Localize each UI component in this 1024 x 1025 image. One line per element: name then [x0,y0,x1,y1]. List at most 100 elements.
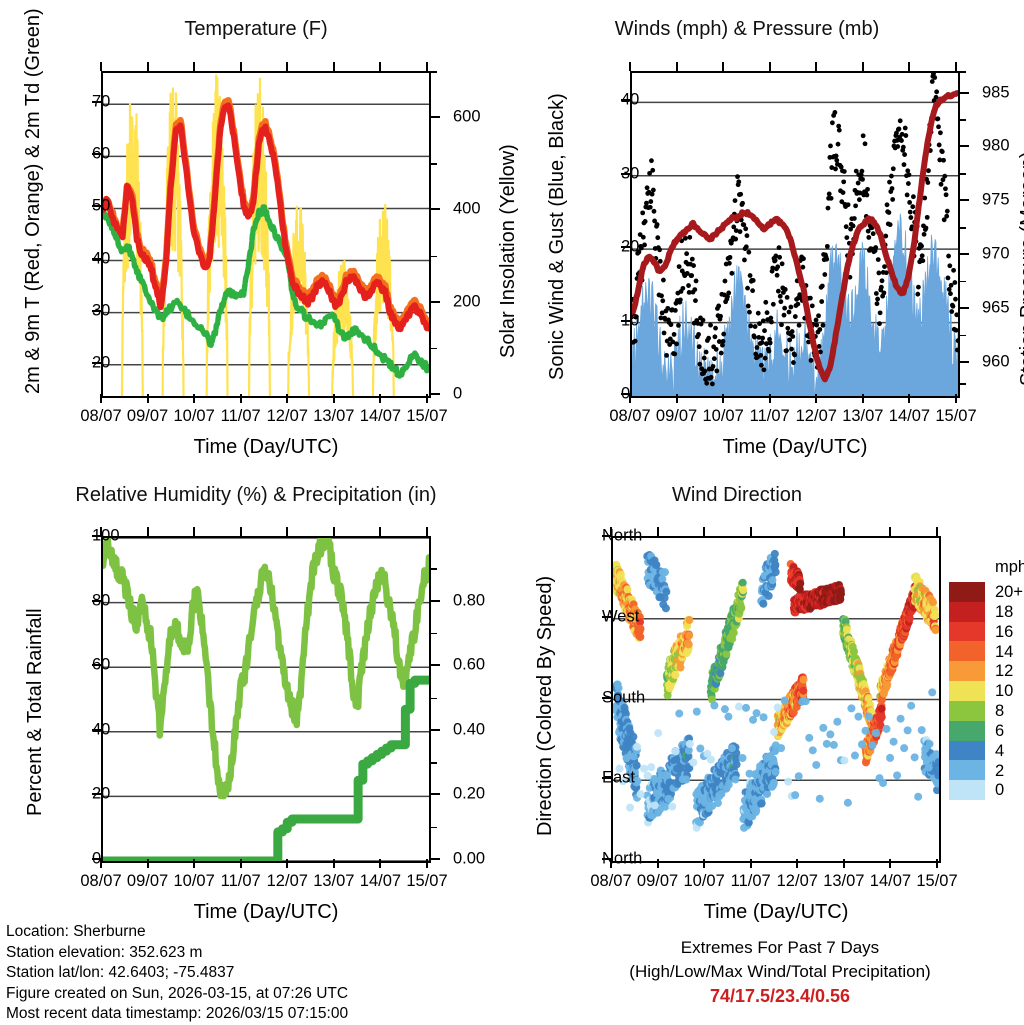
axis-tick-mark [332,859,335,868]
colorbar-label: 6 [995,721,1005,740]
station-info-footer: Location: Sherburne Station elevation: 35… [6,922,348,1025]
axis-tick-label: 15/07 [916,872,958,890]
axis-tick-mark [100,859,102,868]
colorbar-label: 20+ [995,583,1023,602]
axis-tick-mark [621,172,630,175]
axis-tick-label: 0.80 [453,591,486,610]
axis-tick-label: 600 [453,107,481,126]
colorbar-band [949,780,985,801]
axis-tick-label: 13/07 [842,407,884,425]
humidity-series-svg [103,538,429,861]
axis-tick-mark [431,599,440,602]
axis-tick-mark [749,527,752,536]
axis-tick-mark [379,394,382,403]
extremes-heading: Extremes For Past 7 Days [680,938,880,957]
axis-tick-label: 14/07 [869,872,912,890]
axis-minor-tick [431,762,437,764]
colorbar-band [949,760,985,781]
axis-tick-mark [286,62,289,71]
axis-tick-mark [286,859,289,868]
axis-tick-mark [602,858,611,860]
winds-xaxis-label: Time (Day/UTC) [722,436,868,458]
axis-tick-label: 09/07 [126,407,169,425]
axis-tick-mark [955,62,957,71]
axis-tick-label: 14/07 [359,872,402,890]
axis-tick-mark [621,99,630,102]
axis-tick-label: 11/07 [220,872,261,890]
axis-tick-mark [332,527,335,536]
panel-temperature-title: Temperature (F) [184,18,328,40]
humidity-xaxis-label: Time (Day/UTC) [193,901,339,923]
axis-minor-tick [960,280,966,283]
colorbar-label: 2 [995,761,1005,780]
axis-tick-mark [703,527,706,536]
winddirection-xaxis-label: Time (Day/UTC) [703,901,849,923]
temperature-series-svg [103,74,429,396]
axis-tick-mark [960,253,969,256]
axis-tick-mark [768,394,771,403]
axis-tick-mark [815,394,818,403]
extremes-subheading: (High/Low/Max Wind/Total Precipitation) [629,962,931,981]
axis-tick-mark [675,394,678,403]
axis-tick-mark [92,728,101,731]
axis-tick-mark [92,257,101,260]
axis-tick-label: 965 [982,298,1010,317]
winds-series-svg [632,73,958,396]
axis-tick-mark [960,199,969,202]
axis-minor-tick [960,334,966,337]
axis-tick-label: 08/07 [590,872,632,890]
axis-tick-label: 200 [453,292,481,311]
axis-tick-mark [92,858,101,860]
axis-tick-mark [656,859,659,868]
axis-tick-label: 13/07 [313,872,355,890]
axis-tick-mark [842,859,845,868]
axis-tick-label: 10/07 [173,872,215,890]
colorbar-band [949,681,985,702]
axis-tick-mark [602,615,611,618]
axis-minor-tick [431,697,437,699]
axis-tick-mark [842,527,845,536]
axis-tick-mark [92,205,101,208]
axis-tick-mark [960,360,969,363]
axis-tick-mark [239,859,242,868]
winds-yaxis-left-label: Sonic Wind & Gust (Blue, Black) [546,93,568,380]
footer-line: Most recent data timestamp: 2026/03/15 0… [6,1005,349,1022]
axis-tick-mark [955,394,957,403]
axis-minor-tick [431,568,437,570]
axis-tick-label: 15/07 [406,407,448,425]
axis-tick-label: 975 [982,190,1010,209]
axis-tick-label: 09/07 [126,872,169,890]
axis-tick-mark [92,309,101,312]
colorbar-band [949,621,985,642]
axis-tick-mark [621,319,630,322]
axis-tick-mark [146,394,149,403]
panel-winddirection-title: Wind Direction [671,484,803,506]
axis-tick-mark [426,62,428,71]
extremes-values: 74/17.5/23.4/0.56 [709,986,851,1006]
axis-tick-label: 12/07 [795,407,837,425]
axis-tick-mark [960,145,969,148]
axis-tick-mark [239,394,242,403]
axis-tick-mark [936,527,938,536]
axis-tick-label: 970 [982,244,1010,263]
axis-tick-mark [332,394,335,403]
axis-tick-mark [796,859,799,868]
axis-tick-label: 13/07 [313,407,355,425]
axis-tick-mark [908,394,911,403]
footer-line: Location: Sherburne [6,923,146,940]
axis-tick-mark [332,62,335,71]
axis-tick-mark [193,859,196,868]
axis-tick-label: 12/07 [776,872,818,890]
axis-tick-mark [796,527,799,536]
winds-plot-area [630,71,960,398]
colorbar-title: mph [995,558,1024,576]
axis-tick-label: 15/07 [406,872,448,890]
axis-tick-label: 13/07 [823,872,865,890]
axis-tick-mark [431,300,440,303]
axis-tick-label: 09/07 [655,407,698,425]
colorbar-band [949,601,985,623]
axis-tick-label: 14/07 [888,407,931,425]
axis-tick-mark [936,859,938,868]
axis-tick-label: 960 [982,352,1010,371]
